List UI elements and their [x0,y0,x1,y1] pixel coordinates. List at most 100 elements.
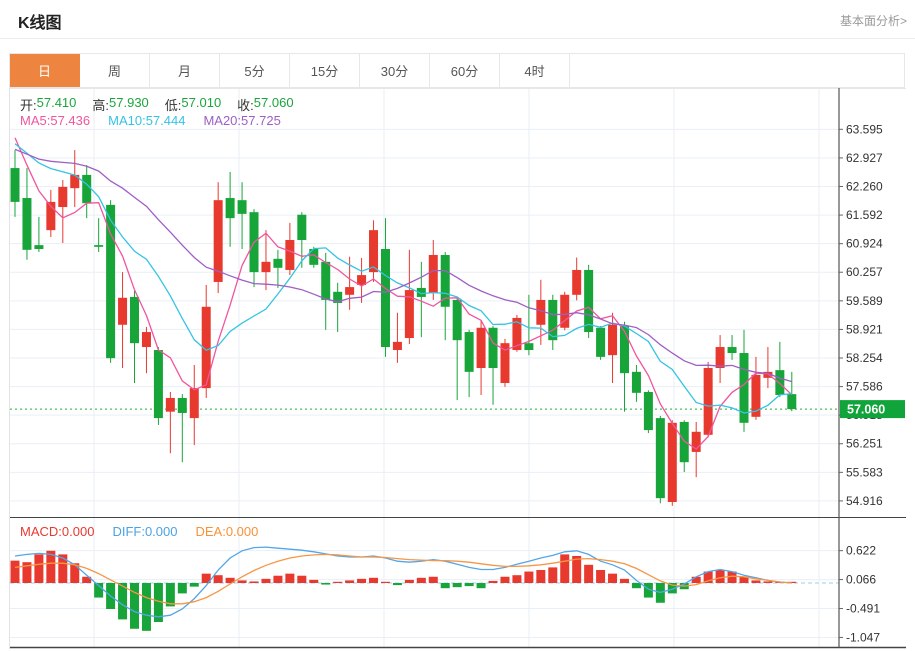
tab-day[interactable]: 日 [10,54,80,87]
tab-week[interactable]: 周 [80,54,150,87]
macd-hist-bar [536,570,546,583]
macd-hist-bar [500,576,510,583]
candle-body [548,299,558,341]
macd-hist-bar [165,583,175,607]
ohlc-item: 高: 57.930 [92,95,149,113]
macd-hist-bar [751,580,761,583]
macd-axis-label: 0.066 [846,573,876,587]
candlestick-macd-chart[interactable]: 63.595 62.927 62.260 61.592 60.924 60.257 59.5… [10,88,906,649]
y-axis-label: 57.586 [846,380,883,394]
candle-body [345,287,355,295]
y-axis-label: 56.251 [846,437,883,451]
macd-item: DEA: 0.000 [195,524,259,539]
y-axis-label: 62.927 [846,151,883,165]
candle-body [58,186,68,208]
macd-hist-bar [572,555,582,583]
macd-hist-bar [560,554,570,583]
candle-body [596,327,606,357]
tab-5min[interactable]: 5分 [220,54,290,87]
tab-4hour[interactable]: 4时 [500,54,570,87]
candle-body [572,269,582,295]
candle-body [237,200,247,214]
tab-60min[interactable]: 60分 [430,54,500,87]
ma10-line [14,143,792,414]
tab-month[interactable]: 月 [150,54,220,87]
macd-hist-bar [380,581,390,583]
candle-body [703,368,713,435]
candle-body [775,370,785,395]
macd-hist-bar [94,583,104,598]
macd-hist-bar [369,577,379,583]
macd-item: DIFF: 0.000 [112,524,178,539]
fundamental-analysis-link[interactable]: 基本面分析> [839,14,907,28]
candle-body [524,343,534,351]
candle-body [464,332,474,372]
y-axis-label: 59.589 [846,294,883,308]
macd-hist-bar [261,578,271,583]
candle-body [440,254,450,307]
candle-body [22,198,32,250]
ma-item: MA10: 57.444 [108,113,186,128]
ohlc-item: 开: 57.410 [20,95,77,113]
candle-body [536,299,546,325]
macd-hist-bar [691,576,701,583]
ohlc-item: 低: 57.010 [164,95,222,113]
candle-body [500,343,510,383]
macd-hist-bar [237,580,247,583]
candle-body [392,341,402,351]
candle-body [404,290,414,339]
macd-hist-bar [345,580,355,583]
kline-chart-area: 63.595 62.927 62.260 61.592 60.924 60.257 59.5… [9,88,906,649]
macd-hist-bar [153,583,163,622]
tab-30min[interactable]: 30分 [360,54,430,87]
macd-hist-bar [285,573,295,583]
candle-body [70,174,80,189]
candle-body [452,299,462,341]
candle-body [189,388,199,419]
macd-hist-bar [249,581,259,583]
macd-hist-bar [46,550,56,583]
candle-body [655,418,665,499]
macd-hist-bar [596,570,606,583]
candle-body [679,421,689,463]
candle-body [261,261,271,273]
macd-legend: MACD: 0.000 DIFF: 0.000 DEA: 0.000 [20,524,258,539]
macd-hist-bar [34,554,44,583]
candle-body [106,204,116,359]
macd-hist-bar [392,583,402,586]
macd-hist-bar [70,563,80,583]
page-header: K线图 基本面分析> [0,0,915,39]
candle-body [46,201,56,231]
macd-hist-bar [225,577,235,583]
ma5-line [14,137,793,450]
candle-body [94,245,104,247]
macd-hist-bar [524,571,534,583]
candle-body [476,327,486,369]
candle-body [584,269,594,333]
candle-body [560,294,570,328]
candle-body [369,230,379,273]
y-axis-label: 55.583 [846,465,883,479]
macd-hist-bar [763,581,773,583]
candle-body [153,350,163,419]
candle-body [416,287,426,297]
candle-body [141,332,151,348]
candle-body [82,174,92,204]
macd-hist-bar [643,583,653,598]
candle-body [297,214,307,240]
tab-15min[interactable]: 15分 [290,54,360,87]
ma-item: MA5: 57.436 [20,113,91,128]
y-axis-label: 54.916 [846,494,883,508]
macd-axis-label: 0.622 [846,544,876,558]
candle-body [643,391,653,431]
macd-hist-bar [189,583,199,587]
candle-body [787,394,797,410]
macd-hist-bar [548,567,558,583]
macd-hist-bar [118,583,128,620]
macd-hist-bar [727,571,737,583]
candle-body [667,422,677,503]
macd-hist-bar [357,578,367,583]
macd-hist-bar [22,562,32,583]
last-price-tag-text: 57.060 [847,403,885,417]
